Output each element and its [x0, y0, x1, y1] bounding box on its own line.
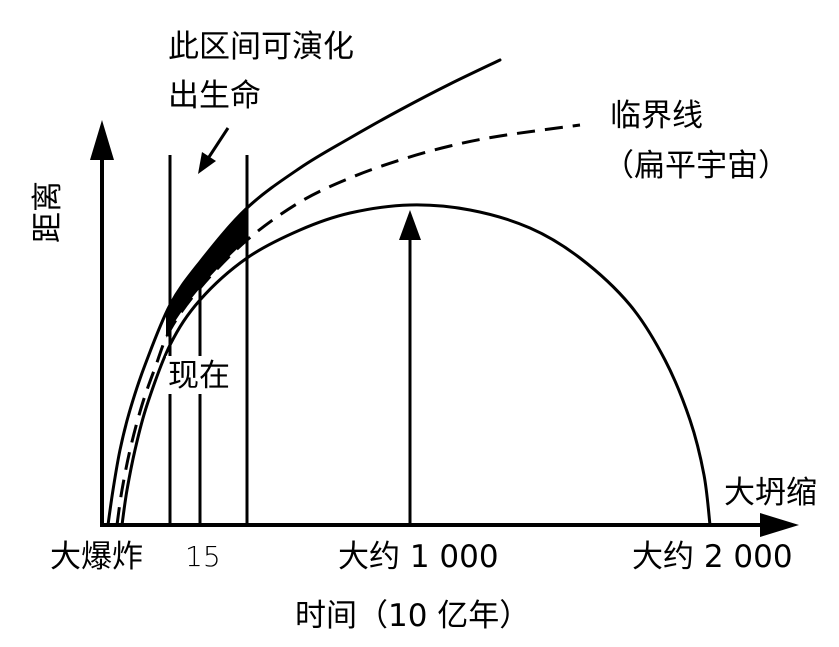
y-axis-label: 距离	[30, 181, 66, 243]
x-tick-big-crunch: 大约 2 000	[632, 539, 793, 575]
x-tick-max-expansion: 大约 1 000	[338, 539, 499, 575]
closed-universe-curve	[120, 203, 712, 527]
critical-flat-universe-curve	[115, 123, 581, 526]
max-expansion-arrowhead	[399, 210, 421, 240]
x-axis-label: 时间（10 亿年）	[295, 598, 530, 634]
life-region-label-line2: 出生命	[168, 78, 261, 114]
life-region-pointer-shaft	[207, 127, 230, 158]
x-tick-present: 15	[185, 540, 221, 573]
critical-line-label: 临界线	[610, 98, 703, 134]
life-window-region	[166, 208, 247, 338]
x-tick-big-bang: 大爆炸	[50, 539, 143, 575]
life-region-label-line1: 此区间可演化	[168, 29, 354, 65]
open-universe-curve	[106, 58, 502, 527]
now-label-backdrop	[166, 356, 236, 394]
flat-universe-label: （扁平宇宙）	[603, 148, 789, 184]
y-axis-arrowhead	[90, 120, 114, 160]
x-axis-arrowhead	[760, 513, 799, 537]
big-crunch-label: 大坍缩	[724, 475, 817, 511]
now-label: 现在	[168, 358, 230, 394]
life-region-pointer-arrowhead	[198, 152, 216, 174]
